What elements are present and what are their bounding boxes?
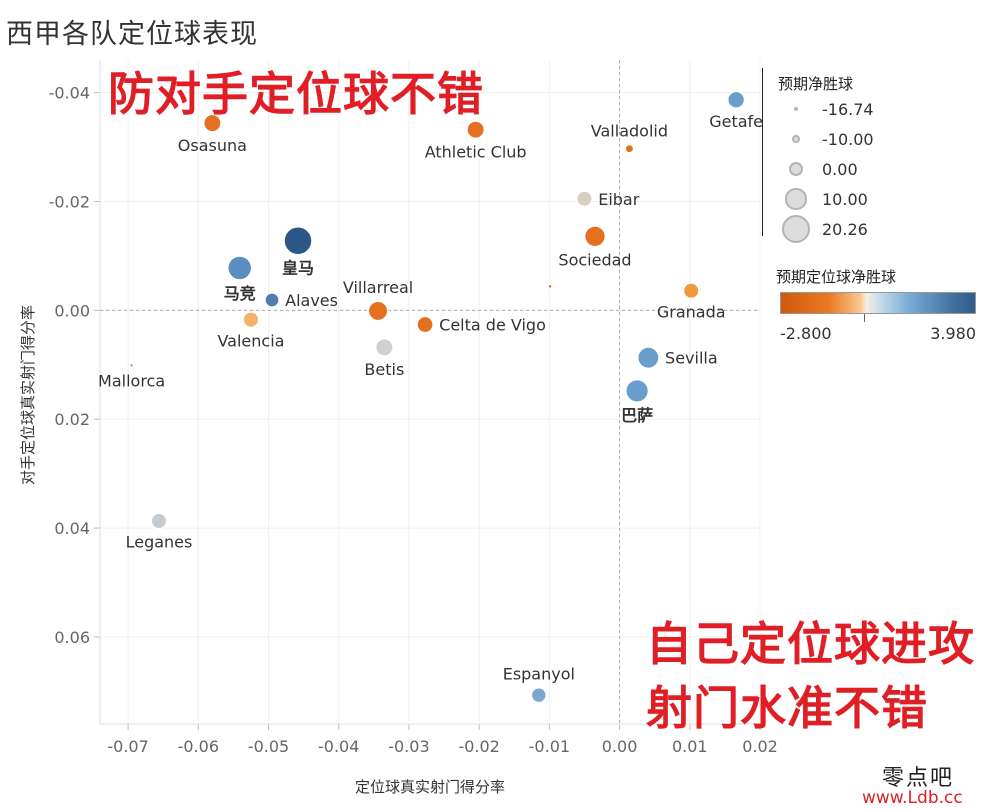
size-legend: -16.74 -10.00 0.00 10.00 20.26	[778, 94, 978, 254]
point-granada	[682, 282, 700, 300]
axes: -0.07 -0.06 -0.05 -0.04 -0.03 -0.02 -0.01 0.00 0…	[49, 60, 778, 756]
point-label: Espanyol	[503, 665, 575, 684]
point-巴萨	[625, 378, 650, 403]
point-sevilla	[636, 346, 660, 370]
size-legend-dot	[782, 215, 810, 243]
color-gradient-tick	[864, 314, 865, 322]
color-legend-title: 预期定位球净胜球	[776, 268, 897, 286]
color-legend-min: -2.800	[780, 324, 832, 343]
size-legend-dot	[785, 188, 807, 210]
point-label: Valencia	[217, 331, 284, 350]
point-osasuna	[202, 113, 222, 133]
point-label: Mallorca	[98, 371, 165, 390]
point-espanyol	[530, 686, 548, 704]
point-label: Valladolid	[591, 122, 668, 141]
point-label: 皇马	[282, 259, 314, 278]
color-gradient-bar	[780, 292, 976, 314]
point-皇马	[283, 225, 313, 256]
x-tick-label: -0.07	[107, 737, 148, 756]
point-label: Celta de Vigo	[439, 316, 546, 335]
point-label: Getafe	[709, 112, 763, 131]
point-label: Athletic Club	[425, 142, 527, 161]
point-labels: Osasuna Athletic Club Valladolid Getafe Eiba…	[98, 112, 763, 684]
size-legend-label: -10.00	[822, 130, 874, 149]
point-betis	[374, 337, 394, 357]
point-马竞	[227, 255, 253, 281]
point-label: Eibar	[598, 190, 640, 209]
point-getafe	[726, 90, 746, 109]
chart-title: 西甲各队定位球表现	[6, 19, 258, 50]
y-tick-label: 0.02	[54, 410, 90, 429]
point-label: Alaves	[285, 291, 338, 310]
y-tick-label: -0.02	[49, 193, 90, 212]
point-label: Osasuna	[178, 136, 247, 155]
y-tick-label: 0.06	[54, 628, 90, 647]
annotation-attack-line2: 射门水准不错	[646, 681, 928, 735]
size-legend-dot	[788, 161, 804, 177]
y-tick-label: 0.04	[54, 519, 90, 538]
legend-panel: 预期净胜球 -16.74 -10.00 0.00 10.00 20.26 预期定位球净胜…	[762, 68, 986, 358]
annotation-defense: 防对手定位球不错	[108, 67, 484, 121]
annotation-attack-line1: 自己定位球进攻	[646, 617, 975, 671]
point-unlabeled	[547, 283, 553, 290]
point-label: Sociedad	[558, 251, 631, 270]
y-axis-title: 对手定位球真实射门得分率	[19, 305, 37, 485]
point-celta-de-vigo	[416, 315, 434, 334]
point-label: Betis	[364, 360, 404, 379]
point-leganes	[150, 512, 168, 530]
legend-divider	[762, 68, 763, 236]
size-legend-dot	[791, 134, 801, 144]
size-legend-label: 10.00	[822, 190, 868, 209]
point-label: Sevilla	[665, 349, 718, 368]
size-legend-dot	[794, 107, 798, 111]
y-tick-label: -0.04	[49, 84, 90, 103]
x-axis-title: 定位球真实射门得分率	[355, 778, 505, 796]
size-legend-label: 0.00	[822, 160, 858, 179]
x-tick-label: -0.02	[458, 737, 499, 756]
x-tick-label: -0.06	[178, 737, 219, 756]
point-sociedad	[583, 225, 607, 248]
x-tick-label: 0.01	[672, 737, 708, 756]
x-tick-label: 0.02	[742, 737, 778, 756]
x-tick-label: -0.03	[388, 737, 429, 756]
size-legend-label: 20.26	[822, 220, 868, 239]
watermark-url: www.Ldb.cc	[862, 788, 963, 808]
point-valencia	[242, 311, 260, 329]
point-villarreal	[367, 300, 389, 322]
point-label: Villarreal	[343, 278, 413, 297]
size-legend-label: -16.74	[822, 100, 874, 119]
point-mallorca	[128, 362, 135, 369]
point-valladolid	[624, 143, 635, 154]
point-athletic-club	[466, 120, 486, 140]
point-label: Leganes	[126, 533, 193, 552]
x-tick-label: 0.00	[602, 737, 638, 756]
point-eibar	[575, 190, 593, 208]
x-tick-label: -0.01	[529, 737, 570, 756]
size-legend-title: 预期净胜球	[778, 75, 854, 93]
point-alaves	[264, 292, 280, 308]
y-tick-label: 0.00	[54, 301, 90, 320]
data-points	[128, 90, 746, 704]
color-legend: 预期定位球净胜球 -2.800 3.980	[776, 266, 982, 358]
color-legend-max: 3.980	[930, 324, 976, 343]
watermark-text: 零点吧	[882, 766, 955, 791]
x-tick-label: -0.05	[248, 737, 289, 756]
point-label: 巴萨	[621, 406, 653, 425]
point-label: 马竞	[224, 284, 256, 303]
x-tick-label: -0.04	[318, 737, 359, 756]
point-label: Granada	[657, 303, 726, 322]
